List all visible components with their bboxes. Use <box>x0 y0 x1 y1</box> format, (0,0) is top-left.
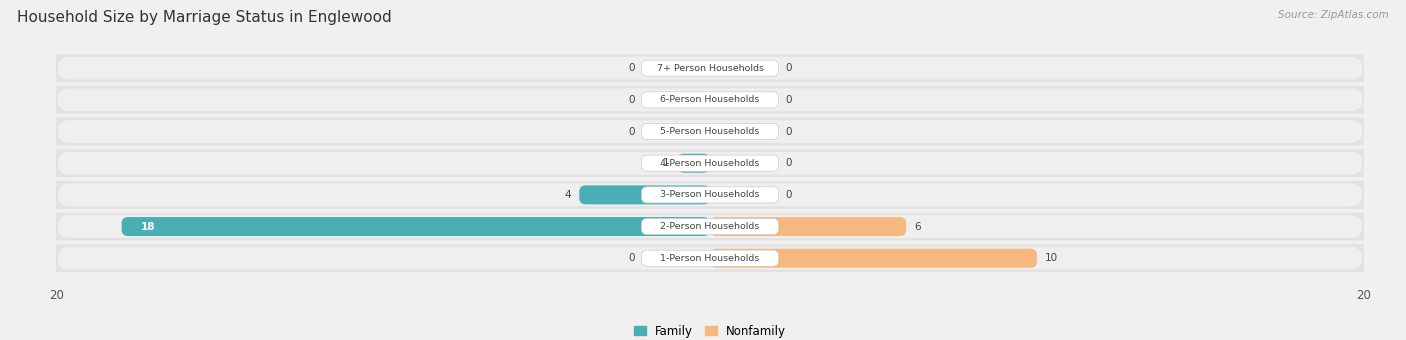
Text: 4: 4 <box>564 190 571 200</box>
FancyBboxPatch shape <box>641 92 779 108</box>
Text: 6-Person Households: 6-Person Households <box>661 95 759 104</box>
Text: 0: 0 <box>628 126 636 137</box>
Text: 3-Person Households: 3-Person Households <box>661 190 759 199</box>
Text: 0: 0 <box>785 190 792 200</box>
Text: 18: 18 <box>141 222 156 232</box>
FancyBboxPatch shape <box>710 217 905 236</box>
FancyBboxPatch shape <box>58 247 1362 270</box>
Text: 0: 0 <box>785 95 792 105</box>
FancyBboxPatch shape <box>58 184 1362 206</box>
FancyBboxPatch shape <box>58 57 1362 80</box>
FancyBboxPatch shape <box>641 187 779 203</box>
Text: 10: 10 <box>1045 253 1059 263</box>
Text: Source: ZipAtlas.com: Source: ZipAtlas.com <box>1278 10 1389 20</box>
FancyBboxPatch shape <box>46 181 1374 209</box>
FancyBboxPatch shape <box>641 219 779 235</box>
Text: 2-Person Households: 2-Person Households <box>661 222 759 231</box>
Text: 0: 0 <box>628 95 636 105</box>
FancyBboxPatch shape <box>58 88 1362 111</box>
Text: 0: 0 <box>785 126 792 137</box>
FancyBboxPatch shape <box>46 244 1374 272</box>
FancyBboxPatch shape <box>46 149 1374 177</box>
FancyBboxPatch shape <box>641 123 779 140</box>
Text: 4-Person Households: 4-Person Households <box>661 159 759 168</box>
FancyBboxPatch shape <box>710 249 1038 268</box>
Text: 0: 0 <box>628 253 636 263</box>
FancyBboxPatch shape <box>58 215 1362 238</box>
Text: 1-Person Households: 1-Person Households <box>661 254 759 263</box>
FancyBboxPatch shape <box>641 250 779 266</box>
Text: 5-Person Households: 5-Person Households <box>661 127 759 136</box>
Text: 7+ Person Households: 7+ Person Households <box>657 64 763 73</box>
FancyBboxPatch shape <box>58 120 1362 143</box>
FancyBboxPatch shape <box>641 60 779 76</box>
Text: 0: 0 <box>785 158 792 168</box>
FancyBboxPatch shape <box>678 154 710 173</box>
FancyBboxPatch shape <box>579 185 710 204</box>
Text: 6: 6 <box>914 222 921 232</box>
Text: Household Size by Marriage Status in Englewood: Household Size by Marriage Status in Eng… <box>17 10 392 25</box>
FancyBboxPatch shape <box>46 118 1374 146</box>
Text: 0: 0 <box>628 63 636 73</box>
FancyBboxPatch shape <box>121 217 710 236</box>
FancyBboxPatch shape <box>641 155 779 171</box>
Text: 0: 0 <box>785 63 792 73</box>
Legend: Family, Nonfamily: Family, Nonfamily <box>628 320 792 340</box>
FancyBboxPatch shape <box>58 152 1362 175</box>
FancyBboxPatch shape <box>46 86 1374 114</box>
Text: 1: 1 <box>662 158 669 168</box>
FancyBboxPatch shape <box>46 212 1374 240</box>
FancyBboxPatch shape <box>46 54 1374 82</box>
